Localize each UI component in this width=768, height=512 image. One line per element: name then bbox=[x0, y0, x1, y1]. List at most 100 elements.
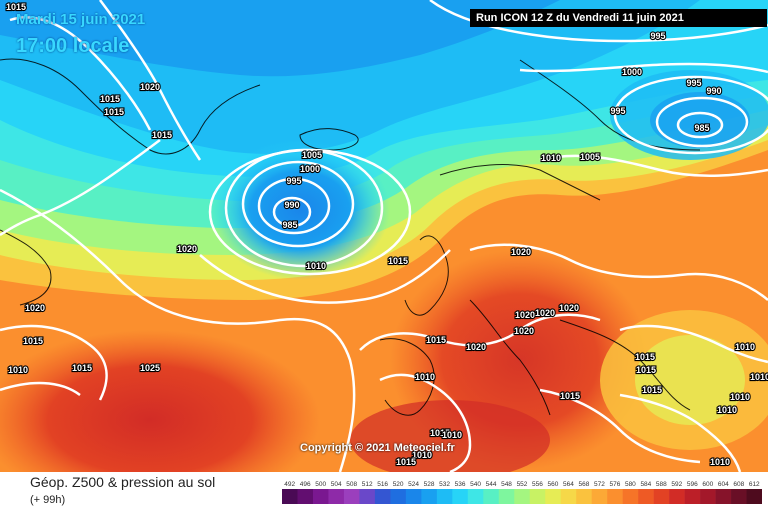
forecast-date: Mardi 15 juin 2021 bbox=[16, 11, 146, 28]
forecast-map: 1015 1020 1015 1015 1015 1005 1000 995 990 985 102… bbox=[0, 0, 768, 472]
product-subtitle: (+ 99h) bbox=[30, 494, 66, 506]
isobar-label: 1010 bbox=[541, 153, 561, 163]
scale-label: 500 bbox=[315, 481, 326, 488]
scale-swatch bbox=[498, 489, 515, 504]
isobar-label: 1020 bbox=[535, 308, 555, 318]
isobar-label: 1015 bbox=[100, 94, 120, 104]
isobar-label: 1015 bbox=[104, 107, 124, 117]
scale-swatch bbox=[669, 489, 685, 504]
scale-label: 532 bbox=[439, 481, 450, 488]
scale-label: 520 bbox=[393, 481, 404, 488]
isobar-label: 995 bbox=[650, 31, 665, 41]
isobar-label: 1020 bbox=[466, 342, 486, 352]
scale-swatch bbox=[638, 489, 654, 504]
scale-swatch bbox=[545, 489, 562, 504]
scale-label: 504 bbox=[331, 481, 342, 488]
isobar-label: 1010 bbox=[415, 372, 435, 382]
isobar-label: 1000 bbox=[622, 67, 642, 77]
scale-swatch bbox=[282, 489, 298, 504]
isobar-label: 1000 bbox=[300, 164, 320, 174]
scale-label: 528 bbox=[424, 481, 435, 488]
scale-label: 608 bbox=[733, 481, 744, 488]
scale-label: 604 bbox=[718, 481, 729, 488]
isobar-label: 1015 bbox=[430, 428, 450, 438]
scale-swatch bbox=[390, 489, 407, 504]
coastlines bbox=[0, 58, 701, 416]
run-info: Run ICON 12 Z du Vendredi 11 juin 2021 bbox=[470, 9, 767, 27]
scale-swatch bbox=[436, 489, 453, 504]
scale-swatch bbox=[622, 489, 639, 504]
scale-swatch bbox=[312, 489, 329, 504]
isobar-labels: 1015 1020 1015 1015 1015 1005 1000 995 990 985 102… bbox=[5, 1, 768, 468]
scale-swatch bbox=[328, 489, 345, 504]
scale-label: 572 bbox=[594, 481, 605, 488]
isobar-label: 1015 bbox=[560, 391, 580, 401]
scale-swatch bbox=[297, 489, 314, 504]
scale-label: 544 bbox=[486, 481, 497, 488]
copyright: Copyright © 2021 Meteociel.fr bbox=[300, 442, 455, 454]
isobar-label: 1015 bbox=[388, 256, 408, 266]
isobar-label: 1020 bbox=[140, 82, 160, 92]
isobar-label: 1005 bbox=[302, 150, 322, 160]
scale-label: 612 bbox=[749, 481, 760, 488]
isobar-label: 990 bbox=[284, 200, 299, 210]
scale-swatch bbox=[715, 489, 732, 504]
isobar-label: 1015 bbox=[636, 365, 656, 375]
isobar-label: 995 bbox=[610, 106, 625, 116]
scale-swatch bbox=[560, 489, 577, 504]
scale-label: 492 bbox=[284, 481, 295, 488]
scale-label: 516 bbox=[377, 481, 388, 488]
isobar-lines bbox=[0, 0, 768, 472]
scale-swatch bbox=[514, 489, 531, 504]
scale-swatch bbox=[529, 489, 546, 504]
scale-label: 576 bbox=[609, 481, 620, 488]
isobar-label: 985 bbox=[282, 220, 297, 230]
isobar-label: 1010 bbox=[412, 450, 432, 460]
scale-label: 536 bbox=[455, 481, 466, 488]
scale-label: 508 bbox=[346, 481, 357, 488]
isobar-label: 1015 bbox=[635, 352, 655, 362]
isobar-label: 1020 bbox=[25, 303, 45, 313]
isobar-label: 1015 bbox=[642, 385, 662, 395]
isobar-label: 1020 bbox=[177, 244, 197, 254]
isobar-label: 1015 bbox=[396, 457, 416, 467]
scale-label: 568 bbox=[579, 481, 590, 488]
isobar-label: 1015 bbox=[152, 130, 172, 140]
scale-swatch bbox=[576, 489, 592, 504]
isobar-label: 1015 bbox=[6, 2, 26, 12]
scale-swatch bbox=[452, 489, 469, 504]
scale-label: 580 bbox=[625, 481, 636, 488]
isobar-label: 985 bbox=[694, 123, 709, 133]
isobar-label: 990 bbox=[706, 86, 721, 96]
scale-swatch bbox=[359, 489, 376, 504]
isobar-label: 1020 bbox=[559, 303, 579, 313]
scale-swatch bbox=[374, 489, 391, 504]
forecast-time: 17:00 locale bbox=[16, 35, 130, 57]
scale-swatch bbox=[591, 489, 608, 504]
scale-label: 556 bbox=[532, 481, 543, 488]
isobar-label: 1020 bbox=[514, 326, 534, 336]
scale-swatch bbox=[343, 489, 360, 504]
scale-label: 560 bbox=[548, 481, 559, 488]
isobar-label: 1010 bbox=[8, 365, 28, 375]
scale-label: 596 bbox=[687, 481, 698, 488]
scale-swatch bbox=[607, 489, 623, 504]
isobar-label: 1010 bbox=[717, 405, 737, 415]
isobar-label: 1025 bbox=[140, 363, 160, 373]
scale-label: 564 bbox=[563, 481, 574, 488]
scale-swatch bbox=[653, 489, 670, 504]
isobar-label: 1010 bbox=[730, 392, 750, 402]
isobar-label: 1020 bbox=[515, 310, 535, 320]
isobar-label: 995 bbox=[286, 176, 301, 186]
isobar-label: 1005 bbox=[580, 152, 600, 162]
scale-swatch bbox=[746, 489, 762, 504]
isobar-label: 1010 bbox=[750, 372, 768, 382]
scale-swatch bbox=[421, 489, 438, 504]
isobar-label: 1010 bbox=[710, 457, 730, 467]
scale-swatch bbox=[405, 489, 422, 504]
isobar-label: 995 bbox=[686, 78, 701, 88]
scale-label: 540 bbox=[470, 481, 481, 488]
isobar-label: 1020 bbox=[511, 247, 531, 257]
scale-swatch bbox=[731, 489, 747, 504]
scale-label: 552 bbox=[517, 481, 528, 488]
